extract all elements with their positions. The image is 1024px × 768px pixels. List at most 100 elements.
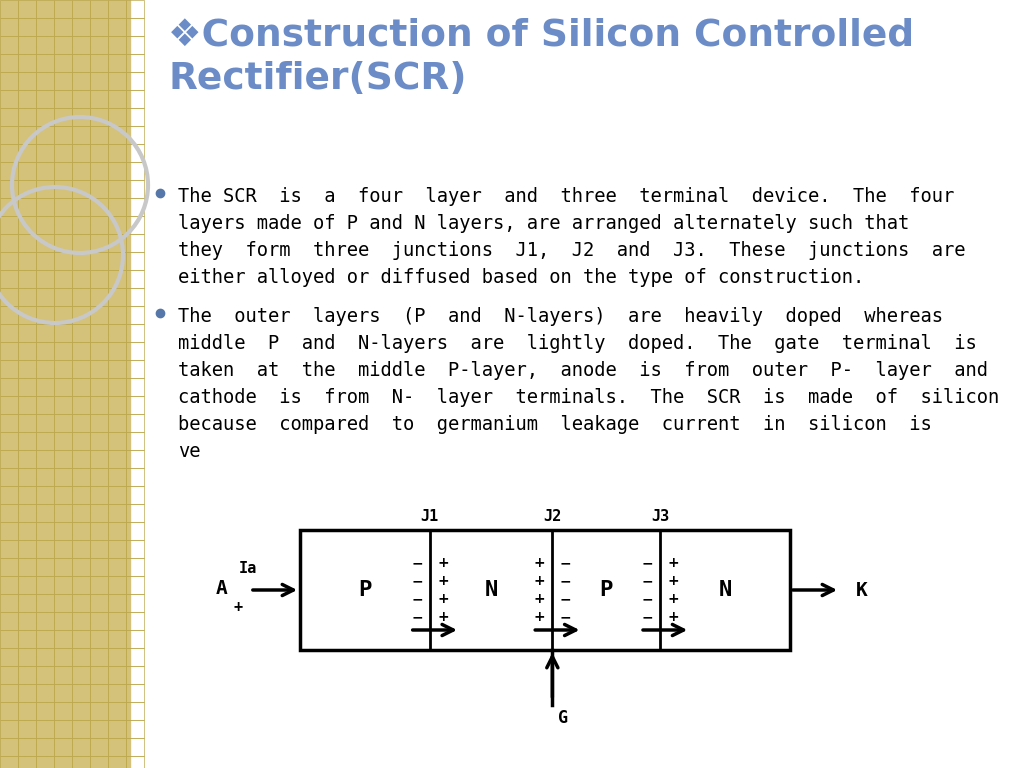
Bar [0,630,18,648]
Bar [18,486,36,504]
Text: +: + [668,574,679,588]
Bar [72,396,90,414]
Bar [36,522,54,540]
Bar [108,216,126,234]
Bar [36,252,54,270]
Bar [36,324,54,342]
Bar [0,252,18,270]
Bar [0,0,18,18]
Bar [36,504,54,522]
Bar [72,72,90,90]
Bar [0,234,18,252]
Bar [90,504,108,522]
Bar [108,756,126,768]
Bar [54,486,72,504]
Bar [18,36,36,54]
Bar [36,414,54,432]
Bar [18,144,36,162]
Bar [0,342,18,360]
Bar [18,270,36,288]
Bar [108,324,126,342]
Bar [90,684,108,702]
Bar [0,666,18,684]
Bar [90,234,108,252]
Text: Ia: Ia [239,561,257,576]
Text: N: N [719,580,732,600]
Bar [126,576,144,594]
Bar [126,54,144,72]
Bar [72,576,90,594]
Bar [126,414,144,432]
Bar [0,558,18,576]
Bar [126,252,144,270]
Bar [54,342,72,360]
Bar [36,486,54,504]
Bar [72,36,90,54]
Bar [72,54,90,72]
Bar [18,522,36,540]
Bar [108,144,126,162]
Text: −: − [641,556,653,570]
Bar [126,18,144,36]
Bar [108,90,126,108]
Bar [72,144,90,162]
Bar [72,594,90,612]
Bar [90,126,108,144]
Bar [54,162,72,180]
Bar [126,234,144,252]
Bar [18,288,36,306]
Bar [54,54,72,72]
Bar [90,252,108,270]
Bar [0,414,18,432]
Bar [108,414,126,432]
Bar [54,0,72,18]
Bar [0,18,18,36]
Bar [0,612,18,630]
Bar [36,270,54,288]
Bar [36,648,54,666]
Bar [0,360,18,378]
Bar [54,720,72,738]
Bar [36,288,54,306]
Bar [36,720,54,738]
Bar [72,198,90,216]
Bar [18,216,36,234]
Bar [108,702,126,720]
Bar [54,738,72,756]
Bar [72,360,90,378]
Bar [126,0,144,18]
Text: G: G [558,709,568,727]
Text: +: + [437,610,449,624]
Bar [90,162,108,180]
Bar [36,234,54,252]
Bar [90,558,108,576]
Bar [90,36,108,54]
Bar [126,72,144,90]
Bar [72,342,90,360]
Bar [126,504,144,522]
Bar [18,756,36,768]
Text: they  form  three  junctions  J1,  J2  and  J3.  These  junctions  are: they form three junctions J1, J2 and J3.… [178,241,966,260]
Bar [18,738,36,756]
Bar [54,450,72,468]
Bar [54,414,72,432]
Bar [126,108,144,126]
Bar [18,450,36,468]
Bar [36,90,54,108]
Bar [18,360,36,378]
Bar [126,684,144,702]
Bar [0,486,18,504]
Bar [90,198,108,216]
Bar [108,558,126,576]
Bar [0,144,18,162]
Bar [36,396,54,414]
Bar [72,378,90,396]
Bar [54,306,72,324]
Bar [108,378,126,396]
Bar [0,306,18,324]
Bar [90,576,108,594]
Bar [36,54,54,72]
Bar [108,594,126,612]
Bar [300,530,790,650]
Bar [0,198,18,216]
